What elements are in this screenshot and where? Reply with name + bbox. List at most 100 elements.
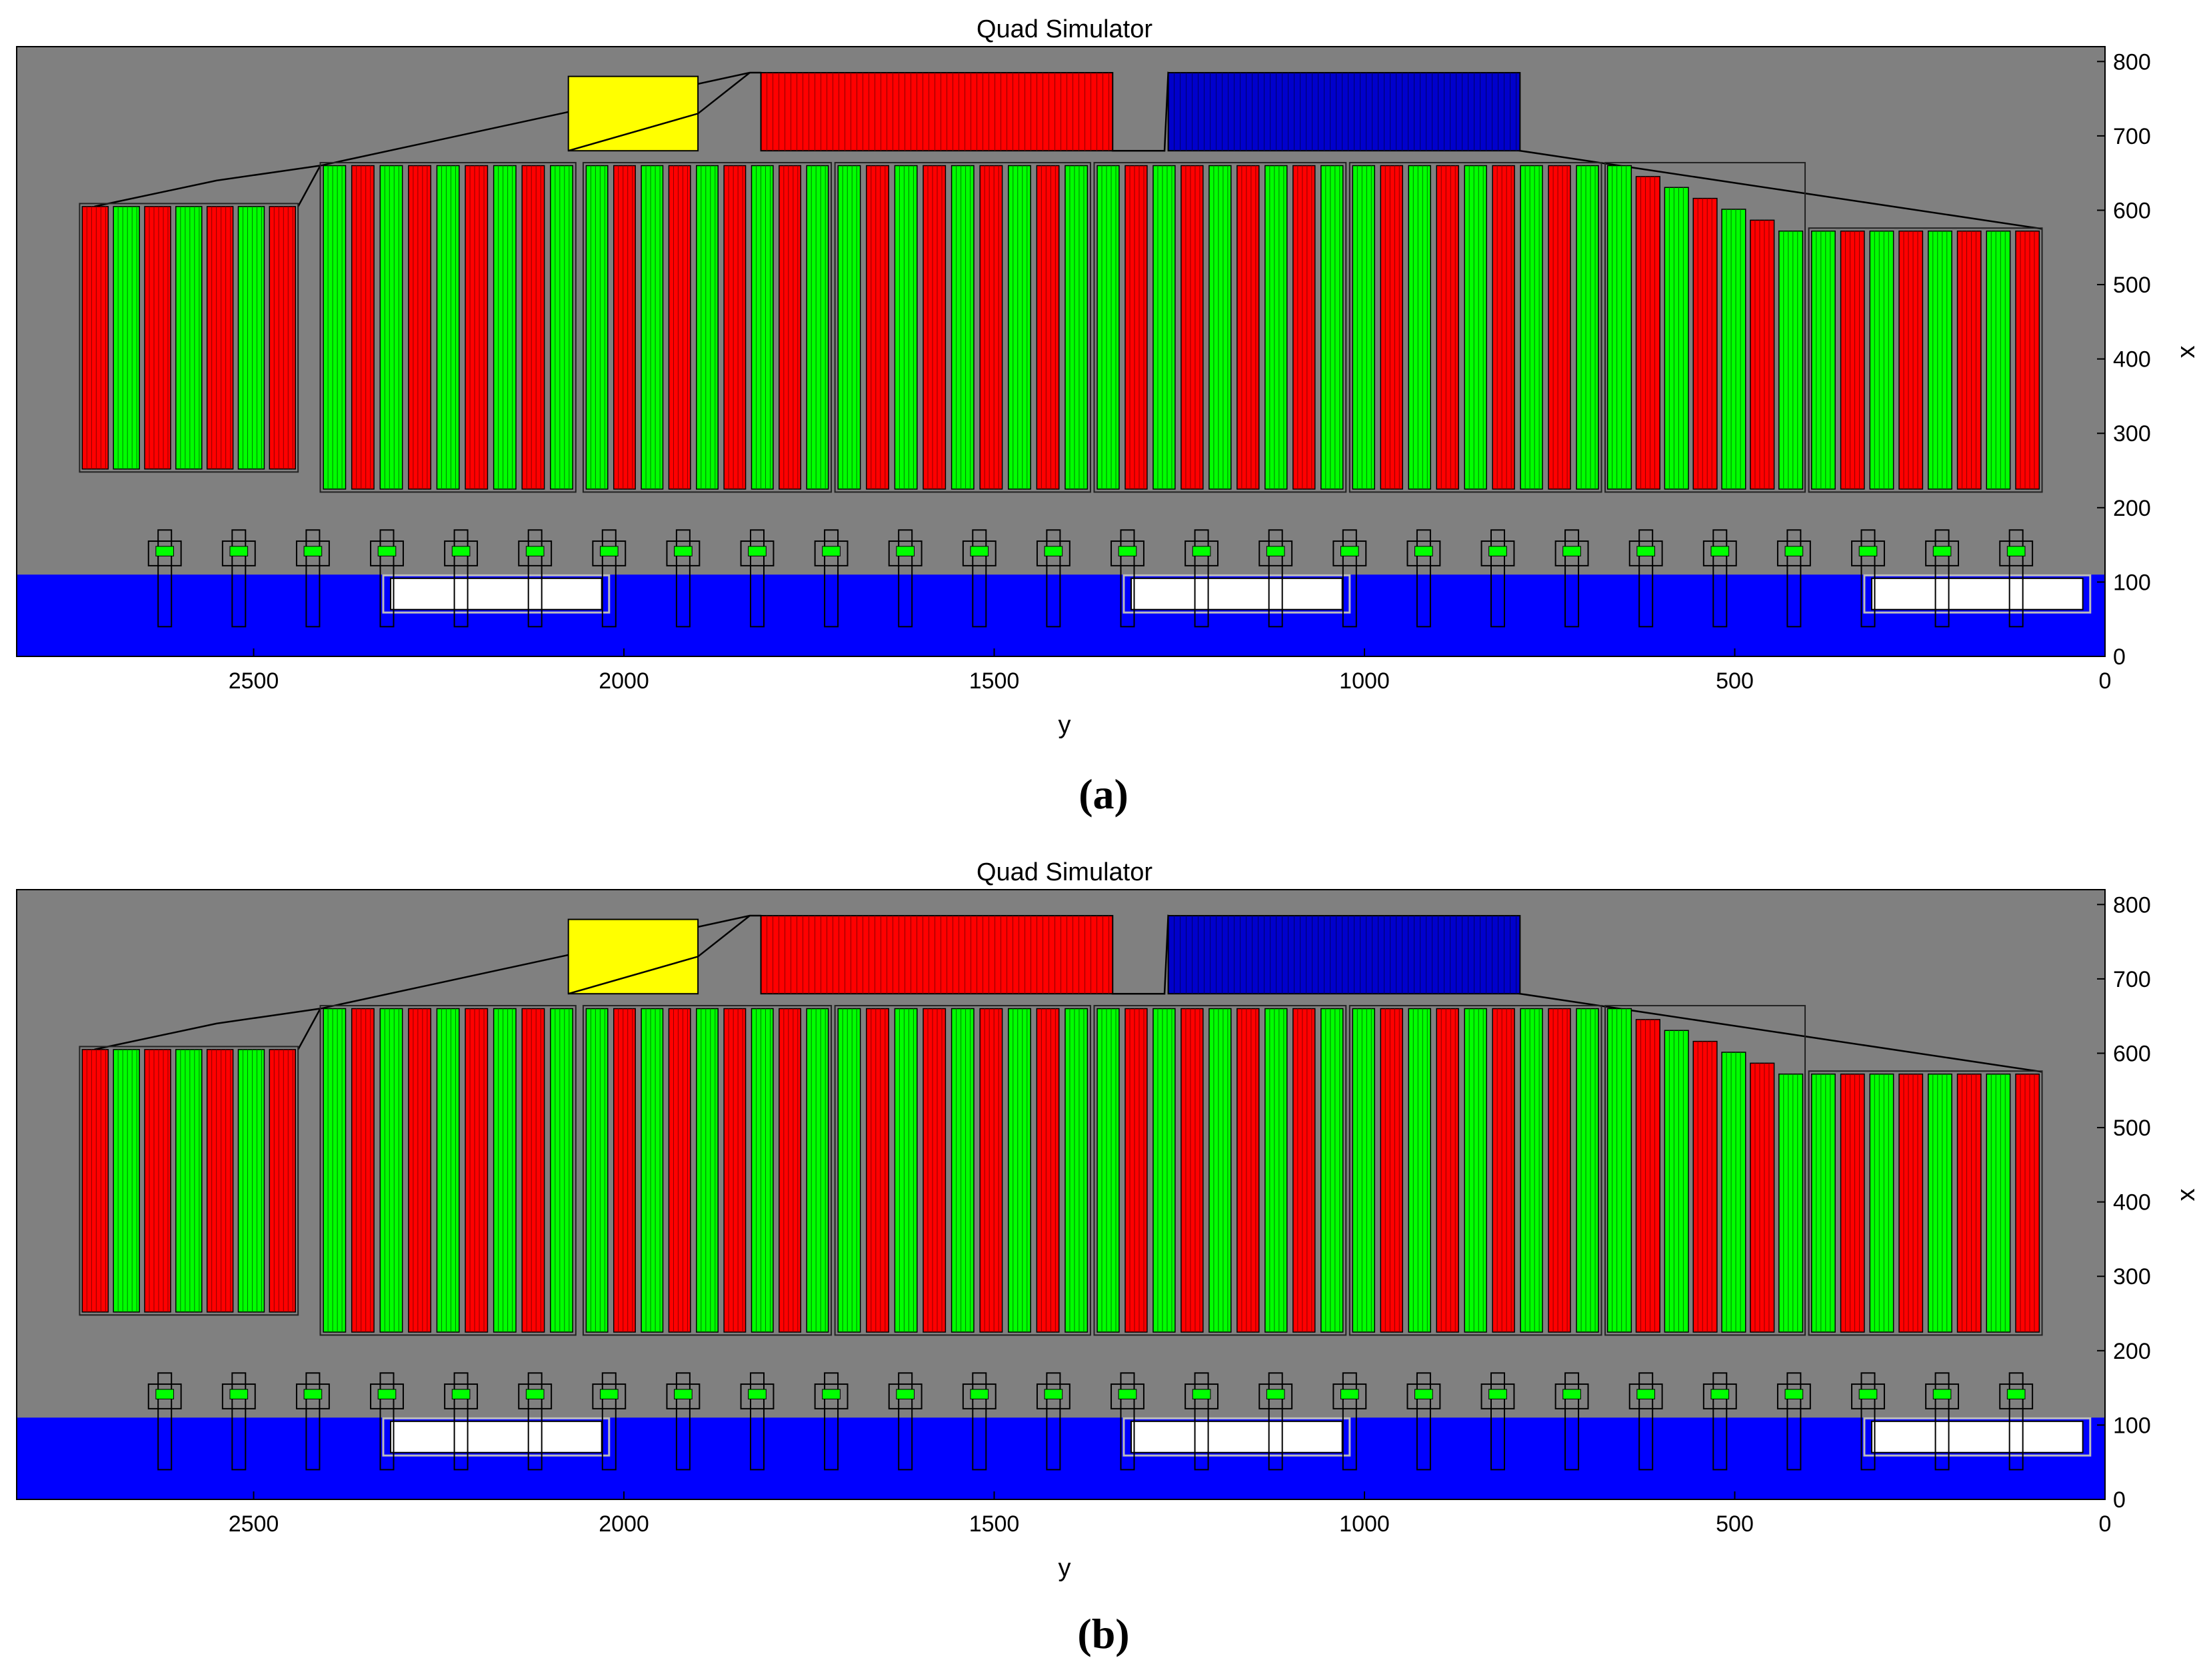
crane-frame (1776, 540, 1811, 566)
crane-frame (1702, 1383, 1737, 1409)
crane-frame (444, 1383, 479, 1409)
stack-column (1956, 230, 1982, 490)
crane-frame (370, 1383, 404, 1409)
crane-rail (1564, 1372, 1580, 1471)
crane-frame (1036, 1383, 1071, 1409)
crane-rail (1934, 529, 1950, 628)
gate (567, 918, 699, 995)
crane-rail (1860, 1372, 1876, 1471)
crane-head (1562, 1389, 1581, 1399)
crane-head (2006, 1389, 2026, 1399)
crane-rail (1786, 529, 1802, 628)
crane-rail (824, 529, 839, 628)
crane-rail (1342, 529, 1357, 628)
x-tick-label: 600 (2113, 198, 2151, 223)
crane-rail (1046, 1372, 1061, 1471)
crane-head (896, 546, 915, 556)
crane-head (303, 546, 323, 556)
vessel (390, 1420, 603, 1453)
x-tick-label: 800 (2113, 892, 2151, 918)
x-tick-label: 700 (2113, 124, 2151, 149)
crane-rail (231, 1372, 247, 1471)
block-3 (834, 162, 1091, 493)
crane-frame (962, 540, 997, 566)
crane-frame (1999, 540, 2034, 566)
crane-head (1932, 546, 1952, 556)
crane-rail (1860, 529, 1876, 628)
stack-column (269, 206, 296, 470)
y-tick-label: 1500 (969, 1511, 1020, 1537)
x-tick-label: 600 (2113, 1041, 2151, 1066)
y-tick-label: 2000 (599, 668, 649, 694)
stack-column (696, 165, 719, 490)
block-7 (1808, 1070, 2043, 1336)
lane-connector (94, 1008, 321, 1051)
stack-column (1236, 1008, 1260, 1333)
stack-column (1492, 165, 1515, 490)
crane-frame (1110, 540, 1144, 566)
x-tick-label: 0 (2113, 644, 2126, 670)
crane-frame (740, 540, 775, 566)
stack-column (144, 206, 171, 470)
stack-column (779, 1008, 802, 1333)
crane-frame (1406, 540, 1441, 566)
x-tick-label: 500 (2113, 273, 2151, 298)
vessel-outline (382, 574, 611, 614)
crane-rail (231, 529, 247, 628)
stack-column (1869, 230, 1894, 490)
vessel (1871, 1420, 2084, 1453)
crane-rail (379, 529, 395, 628)
stack-column (696, 1008, 719, 1333)
y-axis-label: y (1059, 711, 1071, 739)
crane-head (1044, 546, 1063, 556)
stack-column (1492, 1008, 1515, 1333)
crane-rail (1416, 1372, 1431, 1471)
stack-column (1956, 1073, 1982, 1333)
crane-frame (295, 540, 330, 566)
stack-column (1664, 187, 1689, 490)
stack-column (1635, 1019, 1660, 1333)
y-tick-label: 1000 (1339, 1511, 1390, 1537)
stack-column (175, 1049, 203, 1313)
panel-caption: (a) (1079, 770, 1128, 818)
stack-column (779, 165, 802, 490)
block-4 (1093, 1005, 1347, 1336)
panel-a: Quad Simulator 2500 2000 1500 1000 500 0 800 70… (16, 15, 2200, 818)
crane-head (1636, 546, 1656, 556)
stack-column (1750, 1062, 1775, 1333)
stack-column (113, 1049, 140, 1313)
block-left (79, 1046, 299, 1316)
crane-head (599, 546, 619, 556)
stack-column (1721, 1052, 1746, 1333)
stack-column (1840, 230, 1865, 490)
crane-head (155, 546, 175, 556)
crane-frame (666, 1383, 701, 1409)
crane-rail (1194, 529, 1209, 628)
stack-column (144, 1049, 171, 1313)
gate-lane (568, 915, 751, 995)
stack-column (81, 206, 109, 470)
crane-frame (1258, 1383, 1293, 1409)
crane-rail (1342, 1372, 1357, 1471)
stack-column (1840, 1073, 1865, 1333)
x-axis-label: x (2172, 346, 2200, 359)
crane-frame (1480, 1383, 1515, 1409)
crane-head (822, 546, 841, 556)
x-tick-label: 300 (2113, 421, 2151, 446)
crane-frame (592, 1383, 627, 1409)
stack-column (1152, 1008, 1176, 1333)
crane-frame (592, 540, 627, 566)
vessel-outline (1122, 1417, 1351, 1457)
stack-column (175, 206, 203, 470)
block-7 (1808, 227, 2043, 493)
stack-column (1180, 165, 1204, 490)
crane-head (229, 546, 249, 556)
stack-column (641, 1008, 664, 1333)
crane-head (1192, 546, 1211, 556)
stack-column (1264, 1008, 1288, 1333)
stack-column (668, 165, 691, 490)
crane-frame (1258, 540, 1293, 566)
import-buffer (1167, 915, 1521, 995)
block-left (79, 203, 299, 473)
stack-column (751, 165, 774, 490)
